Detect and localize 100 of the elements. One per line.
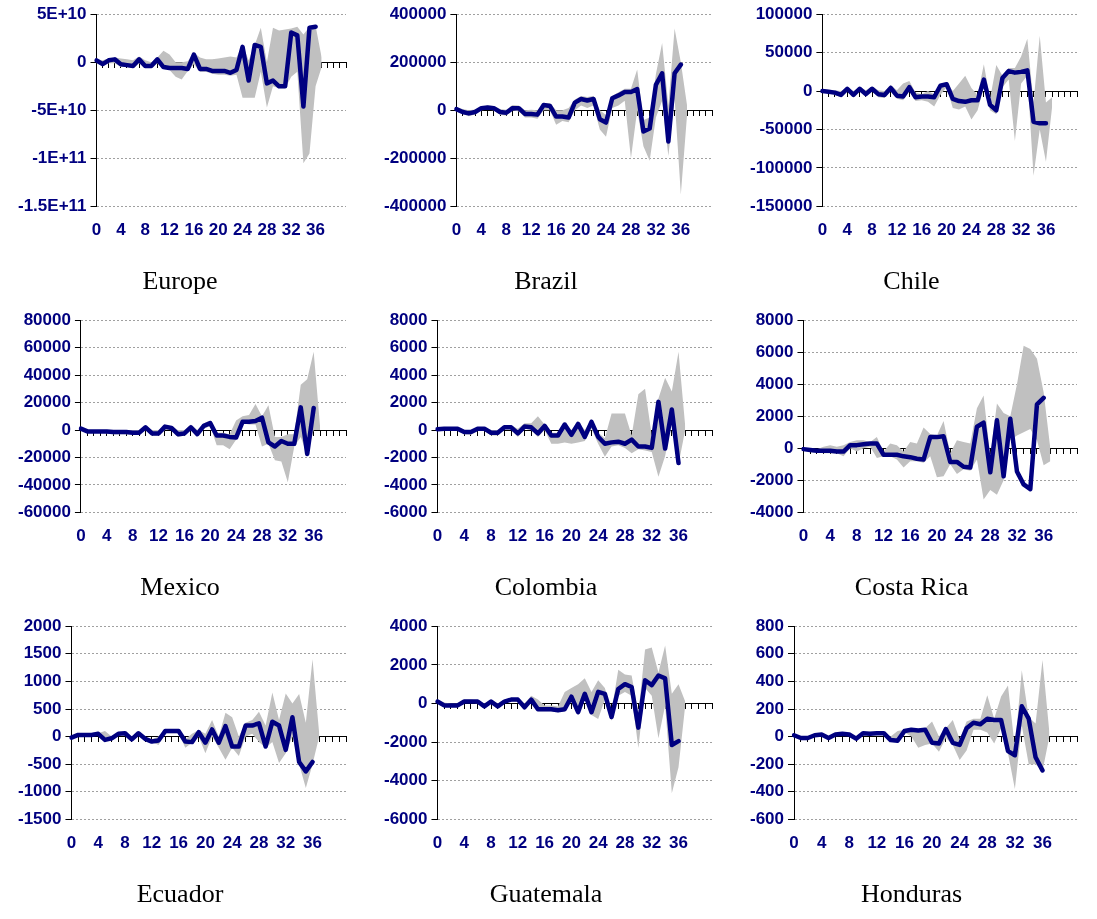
x-tick-label: 28 xyxy=(980,526,1000,546)
y-tick-label: 0 xyxy=(774,726,785,746)
y-tick-label: -50000 xyxy=(759,119,813,139)
y-tick-label: 200 xyxy=(755,698,785,718)
x-tick-label: 4 xyxy=(842,220,853,240)
x-tick-label: 24 xyxy=(596,220,617,240)
y-tick-label: -4000 xyxy=(384,474,428,494)
y-tick-label: 2000 xyxy=(755,405,794,425)
text: Mexico xyxy=(140,572,220,602)
x-tick-label: 12 xyxy=(867,833,887,853)
y-tick-label: 0 xyxy=(418,419,428,439)
y-tick-label: 400000 xyxy=(389,3,447,23)
y-tick-label: 4000 xyxy=(755,373,794,393)
y-tick-label: 800 xyxy=(755,615,785,635)
x-tick-label: 16 xyxy=(912,220,932,240)
y-tick-label: 4000 xyxy=(389,364,428,384)
x-tick-label: 36 xyxy=(1036,220,1056,240)
x-tick-label: 12 xyxy=(142,833,162,853)
y-tick-label: -6000 xyxy=(384,809,428,829)
y-tick-label: 5E+10 xyxy=(36,3,87,23)
x-tick-label: 12 xyxy=(508,833,528,853)
x-tick-label: 24 xyxy=(961,220,982,240)
x-tick-label: 12 xyxy=(149,526,168,546)
x-tick-label: 36 xyxy=(1033,833,1052,853)
x-tick-label: 20 xyxy=(561,526,581,546)
y-tick-label: 8000 xyxy=(755,309,794,329)
y-tick-label: 0 xyxy=(52,726,62,746)
x-tick-label: 4 xyxy=(102,526,113,546)
y-tick-label: 0 xyxy=(61,419,71,439)
x-tick-label: 20 xyxy=(561,833,581,853)
x-tick-label: 20 xyxy=(200,526,220,546)
x-tick-label: 16 xyxy=(535,526,555,546)
y-tick-label: 0 xyxy=(77,51,87,71)
y-tick-label: -4000 xyxy=(384,770,428,790)
y-tick-label: -200 xyxy=(749,753,785,773)
x-tick-label: 4 xyxy=(825,526,836,546)
y-tick-label: 2000 xyxy=(389,392,428,412)
x-tick-label: 36 xyxy=(306,220,326,240)
y-tick-label: 8000 xyxy=(389,309,428,329)
y-tick-label: 1000 xyxy=(23,671,62,691)
x-tick-label: 28 xyxy=(257,220,277,240)
y-tick-label: 0 xyxy=(418,693,428,713)
x-tick-label: 32 xyxy=(1005,833,1025,853)
x-tick-label: 24 xyxy=(233,220,253,240)
x-tick-label: 8 xyxy=(486,526,496,546)
x-tick-label: 16 xyxy=(535,833,555,853)
x-tick-label: 32 xyxy=(276,833,296,853)
text: Brazil xyxy=(514,266,578,296)
x-tick-label: 32 xyxy=(1007,526,1027,546)
x-tick-label: 20 xyxy=(927,526,947,546)
x-tick-label: 4 xyxy=(459,526,470,546)
y-tick-label: -200000 xyxy=(384,148,447,168)
x-tick-label: 28 xyxy=(977,833,997,853)
y-tick-label: 60000 xyxy=(23,337,71,357)
x-tick-label: 20 xyxy=(922,833,942,853)
y-tick-label: -1E+11 xyxy=(32,148,87,168)
x-tick-label: 32 xyxy=(281,220,301,240)
y-tick-label: -2000 xyxy=(384,731,428,751)
x-tick-label: 36 xyxy=(669,833,688,853)
y-tick-label: -1500 xyxy=(18,809,62,829)
x-tick-label: 20 xyxy=(195,833,215,853)
x-tick-label: 0 xyxy=(91,220,102,240)
x-tick-label: 24 xyxy=(954,526,974,546)
y-tick-label: 0 xyxy=(436,99,447,119)
x-tick-label: 8 xyxy=(501,220,511,240)
y-tick-label: 500 xyxy=(33,698,62,718)
y-tick-label: -2000 xyxy=(384,447,428,467)
x-tick-label: 8 xyxy=(140,220,150,240)
x-tick-label: 12 xyxy=(160,220,180,240)
y-tick-label: -100000 xyxy=(750,157,813,177)
y-tick-label: -150000 xyxy=(750,196,813,216)
text: Guatemala xyxy=(489,879,603,909)
y-tick-label: 1500 xyxy=(23,643,62,663)
y-tick-label: 6000 xyxy=(389,337,428,357)
y-tick-label: 0 xyxy=(784,438,794,458)
x-tick-label: 16 xyxy=(894,833,914,853)
x-tick-label: 36 xyxy=(1034,526,1054,546)
y-tick-label: 2000 xyxy=(389,654,428,674)
x-tick-label: 28 xyxy=(621,220,641,240)
x-tick-label: 36 xyxy=(669,526,688,546)
y-tick-label: -40000 xyxy=(18,474,71,494)
x-tick-label: 36 xyxy=(671,220,691,240)
x-tick-label: 28 xyxy=(615,833,635,853)
y-tick-label: -6000 xyxy=(384,502,428,522)
x-tick-label: 20 xyxy=(208,220,228,240)
x-tick-label: 28 xyxy=(615,526,635,546)
y-tick-label: -600 xyxy=(749,809,785,829)
text: Honduras xyxy=(860,879,963,909)
x-tick-label: 32 xyxy=(642,526,662,546)
y-tick-label: -4000 xyxy=(750,502,794,522)
x-tick-label: 24 xyxy=(226,526,247,546)
x-tick-label: 32 xyxy=(1011,220,1031,240)
y-tick-label: -20000 xyxy=(18,447,71,467)
x-tick-label: 4 xyxy=(116,220,127,240)
x-tick-label: 8 xyxy=(120,833,130,853)
x-tick-label: 4 xyxy=(816,833,827,853)
y-tick-label: -400 xyxy=(749,781,785,801)
x-tick-label: 4 xyxy=(476,220,487,240)
x-tick-label: 24 xyxy=(588,833,609,853)
x-tick-label: 8 xyxy=(127,526,138,546)
